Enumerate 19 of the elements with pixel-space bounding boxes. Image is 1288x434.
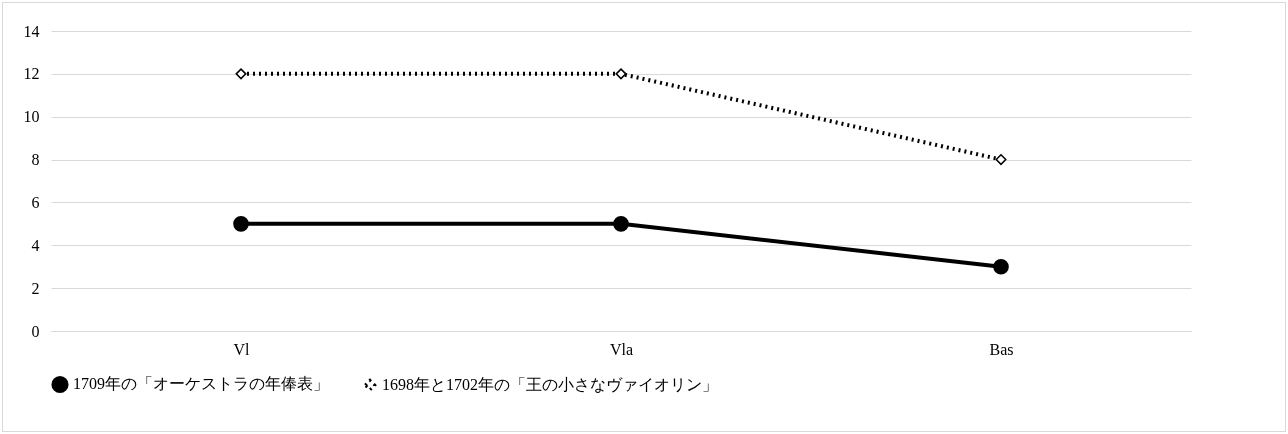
y-tick-label: 0	[31, 322, 40, 340]
y-tick-label: 12	[23, 65, 40, 83]
y-tick-label: 2	[31, 279, 40, 297]
legend-label: 1709年の「オーケストラの年俸表」	[73, 375, 329, 393]
legend-label: 1698年と1702年の「王の小さなヴァイオリン」	[382, 376, 718, 394]
point	[233, 216, 249, 232]
point	[235, 68, 247, 80]
point	[993, 258, 1009, 275]
y-tick-label: 14	[23, 22, 40, 40]
y-tick-label: 6	[31, 193, 40, 211]
x-tick-label: Vl	[233, 340, 251, 358]
x-tick-label: Bas	[989, 340, 1014, 358]
point	[613, 216, 629, 232]
y-tick-label: 10	[23, 108, 40, 126]
point	[995, 154, 1007, 166]
x-tick-label: Vla	[609, 340, 634, 358]
point	[615, 68, 627, 80]
y-tick-label: 8	[31, 151, 40, 169]
y-tick-label: 4	[31, 236, 40, 254]
